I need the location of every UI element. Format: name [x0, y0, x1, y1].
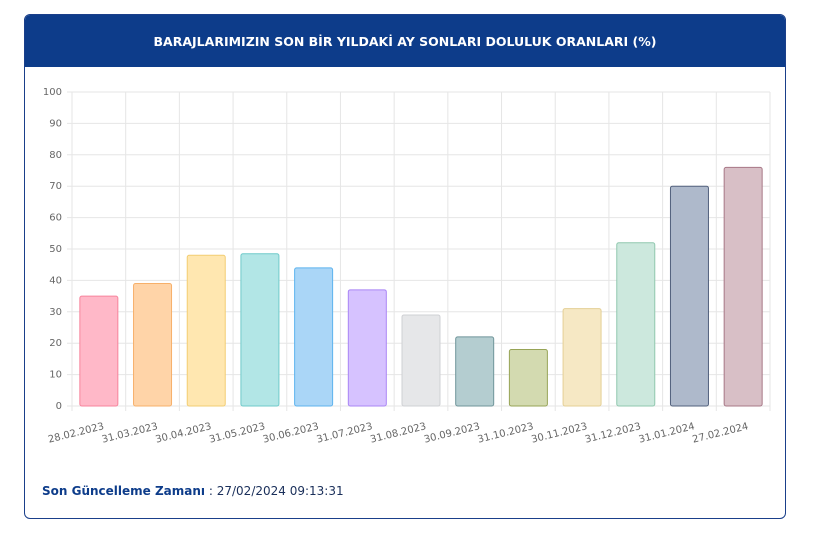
y-tick-label: 70 [49, 181, 62, 192]
y-tick-label: 0 [56, 401, 62, 412]
y-tick-label: 40 [49, 275, 62, 286]
x-tick-label: 31.07.2023 [316, 421, 374, 446]
bar [616, 242, 656, 407]
y-tick-label: 80 [49, 150, 62, 161]
update-value: : 27/02/2024 09:13:31 [208, 484, 344, 498]
x-tick-label: 27.02.2024 [691, 421, 749, 446]
bar [455, 336, 495, 407]
x-tick-label: 31.12.2023 [584, 421, 642, 446]
card: BARAJLARIMIZIN SON BİR YILDAKİ AY SONLAR… [24, 14, 786, 519]
chart-title: BARAJLARIMIZIN SON BİR YILDAKİ AY SONLAR… [25, 15, 785, 67]
x-tick-label: 31.08.2023 [369, 421, 427, 446]
bar [562, 308, 602, 407]
y-tick-label: 30 [49, 307, 62, 318]
bar [669, 185, 709, 407]
y-tick-label: 20 [49, 338, 62, 349]
x-tick-label: 31.10.2023 [477, 421, 535, 446]
x-tick-label: 30.04.2023 [154, 421, 212, 446]
x-tick-label: 31.01.2024 [638, 421, 696, 446]
x-tick-label: 28.02.2023 [47, 421, 105, 446]
bar [240, 253, 280, 407]
x-tick-label: 30.09.2023 [423, 421, 481, 446]
y-tick-label: 100 [43, 87, 62, 98]
x-tick-label: 30.11.2023 [530, 421, 588, 446]
x-tick-label: 31.03.2023 [101, 421, 159, 446]
x-tick-label: 31.05.2023 [208, 421, 266, 446]
y-tick-label: 60 [49, 213, 62, 224]
bar [723, 166, 763, 407]
y-tick-label: 50 [49, 244, 62, 255]
y-tick-label: 10 [49, 370, 62, 381]
update-label: Son Güncelleme Zamanı [42, 484, 206, 498]
x-tick-label: 30.06.2023 [262, 421, 320, 446]
bar [401, 314, 441, 407]
bar [294, 267, 334, 407]
bar [347, 289, 387, 407]
bar [133, 283, 173, 407]
bar [186, 254, 226, 407]
bar [508, 348, 548, 407]
footer: Son Güncelleme Zamanı : 27/02/2024 09:13… [42, 484, 344, 498]
y-tick-label: 90 [49, 118, 62, 129]
bar [79, 295, 119, 407]
